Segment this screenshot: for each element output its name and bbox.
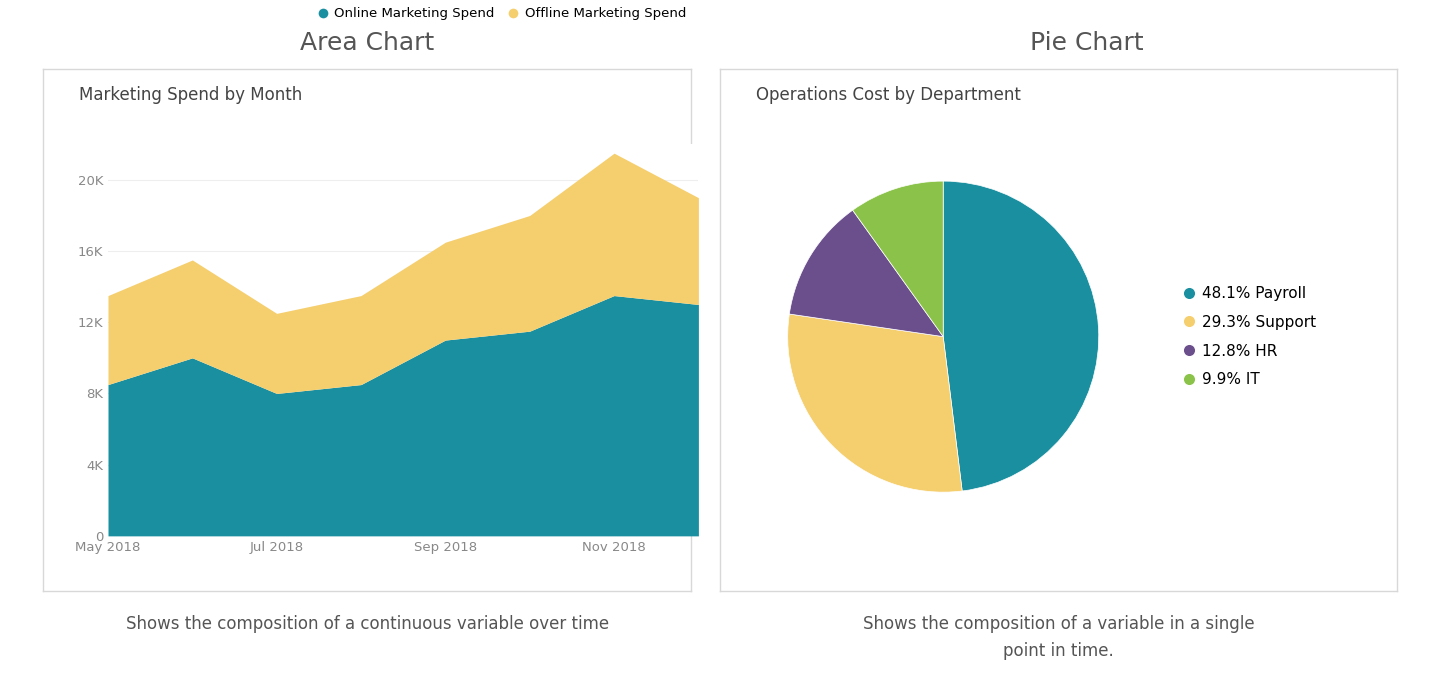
Text: Pie Chart: Pie Chart bbox=[1031, 31, 1143, 55]
Wedge shape bbox=[852, 181, 943, 337]
Legend: 48.1% Payroll, 29.3% Support, 12.8% HR, 9.9% IT: 48.1% Payroll, 29.3% Support, 12.8% HR, … bbox=[1176, 280, 1322, 394]
Text: Operations Cost by Department: Operations Cost by Department bbox=[756, 86, 1021, 104]
Text: Area Chart: Area Chart bbox=[300, 31, 435, 55]
Text: Shows the composition of a continuous variable over time: Shows the composition of a continuous va… bbox=[125, 615, 609, 633]
Wedge shape bbox=[789, 210, 943, 337]
Legend: Online Marketing Spend, Offline Marketing Spend: Online Marketing Spend, Offline Marketin… bbox=[312, 2, 691, 25]
Text: point in time.: point in time. bbox=[1004, 642, 1113, 660]
Wedge shape bbox=[788, 314, 962, 492]
Text: Marketing Spend by Month: Marketing Spend by Month bbox=[79, 86, 302, 104]
Wedge shape bbox=[943, 181, 1099, 491]
Text: Shows the composition of a variable in a single: Shows the composition of a variable in a… bbox=[863, 615, 1254, 633]
